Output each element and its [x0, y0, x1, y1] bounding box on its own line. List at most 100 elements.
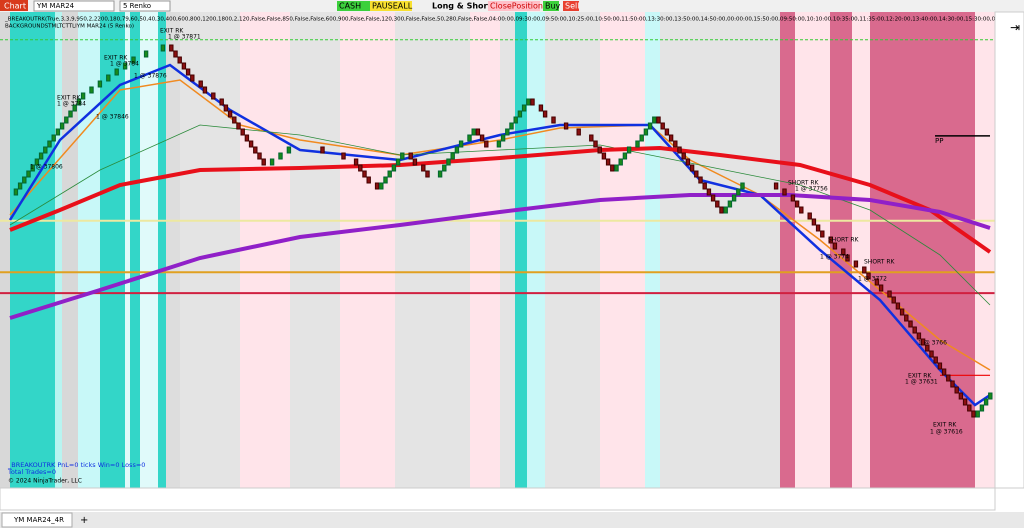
interval-select[interactable]	[119, 0, 171, 12]
toolbar-button-label[interactable]: PAUSEALL	[372, 2, 413, 11]
tab-bar	[0, 512, 1024, 528]
renko-brick	[975, 410, 980, 418]
renko-brick	[72, 104, 77, 112]
background-band	[780, 12, 795, 488]
renko-brick	[807, 212, 812, 220]
background-band	[795, 12, 830, 488]
renko-brick	[387, 170, 392, 178]
renko-brick	[698, 176, 703, 184]
instrument-select[interactable]	[33, 0, 115, 12]
renko-brick	[530, 98, 535, 106]
renko-brick	[442, 164, 447, 172]
renko-brick	[505, 128, 510, 136]
background-band	[870, 12, 975, 488]
time-axis	[0, 487, 996, 511]
renko-brick	[954, 386, 959, 394]
toolbar-button-label[interactable]: Long & Short	[432, 2, 491, 11]
renko-brick	[681, 152, 686, 160]
toolbar-button-label[interactable]: Sell	[565, 2, 579, 11]
renko-brick	[719, 206, 724, 214]
toolbar-button-label[interactable]: ClosePosition	[490, 2, 543, 11]
arrow-icon[interactable]: ⇥	[1010, 21, 1020, 35]
renko-brick	[614, 164, 619, 172]
toolbar-button[interactable]	[370, 1, 412, 11]
renko-brick	[269, 158, 275, 166]
renko-brick	[114, 68, 119, 76]
background-band	[395, 12, 470, 488]
toolbar-button-label[interactable]: Buy	[545, 2, 561, 11]
renko-brick	[55, 128, 61, 136]
renko-brick	[643, 128, 649, 136]
renko-brick	[202, 86, 208, 94]
renko-brick	[626, 146, 632, 154]
instrument-label[interactable]: YM MAR24	[36, 2, 75, 10]
renko-brick	[710, 194, 716, 202]
chart-button[interactable]	[0, 0, 28, 11]
renko-brick	[177, 56, 182, 64]
renko-brick	[446, 158, 451, 166]
renko-brick	[723, 206, 728, 214]
renko-brick	[391, 164, 397, 172]
renko-brick	[841, 248, 846, 256]
toolbar-button[interactable]	[488, 1, 540, 11]
renko-brick	[929, 350, 934, 358]
interval-label[interactable]: 5 Renko	[123, 2, 151, 10]
renko-brick	[677, 146, 682, 154]
add-tab[interactable]: +	[80, 515, 88, 526]
renko-brick	[106, 74, 111, 82]
renko-brick	[685, 158, 691, 166]
renko-brick	[517, 110, 523, 118]
toolbar-button[interactable]	[563, 1, 579, 11]
chart-button-label[interactable]: Chart	[4, 2, 26, 11]
renko-brick	[622, 152, 628, 160]
renko-brick	[962, 398, 968, 406]
renko-brick	[278, 152, 283, 160]
renko-brick	[925, 344, 930, 352]
moving-average	[8, 63, 991, 407]
renko-brick	[454, 146, 460, 154]
renko-brick	[320, 146, 325, 154]
renko-brick	[820, 230, 825, 238]
renko-brick	[51, 134, 56, 142]
renko-brick	[211, 92, 216, 100]
renko-brick	[26, 170, 31, 178]
background-band	[645, 12, 660, 488]
renko-brick	[467, 134, 472, 142]
toolbar-button[interactable]	[337, 1, 370, 11]
renko-brick	[80, 92, 86, 100]
renko-brick	[458, 140, 464, 148]
renko-brick	[916, 332, 922, 340]
renko-brick	[185, 68, 191, 76]
moving-average	[9, 145, 992, 254]
tab[interactable]	[1, 512, 73, 528]
renko-brick	[652, 116, 657, 124]
renko-brick	[782, 188, 787, 196]
renko-brick	[379, 182, 384, 190]
renko-brick	[811, 218, 817, 226]
trade-annotation: EXIT RK	[104, 55, 128, 62]
toolbar-button[interactable]	[543, 1, 559, 11]
renko-brick	[815, 224, 821, 232]
renko-brick	[967, 404, 972, 412]
renko-brick	[38, 152, 44, 160]
renko-brick	[500, 134, 506, 142]
renko-brick	[358, 164, 363, 172]
renko-brick	[979, 404, 985, 412]
renko-brick	[862, 266, 867, 274]
renko-brick	[412, 158, 418, 166]
renko-brick	[639, 134, 644, 142]
renko-brick	[899, 308, 905, 316]
background-band	[340, 12, 395, 488]
renko-brick	[240, 128, 245, 136]
renko-brick	[912, 326, 917, 334]
renko-brick	[509, 122, 514, 130]
trade-annotation: 1 @ 3784	[110, 61, 139, 68]
toolbar-button-label[interactable]: CASH	[339, 2, 361, 11]
tab-label[interactable]: YM MAR24_4R	[13, 516, 64, 524]
renko-brick	[76, 98, 82, 106]
background-band	[830, 12, 852, 488]
trade-annotation: EXIT RK	[908, 373, 932, 380]
renko-brick	[190, 74, 195, 82]
renko-brick	[97, 80, 103, 88]
